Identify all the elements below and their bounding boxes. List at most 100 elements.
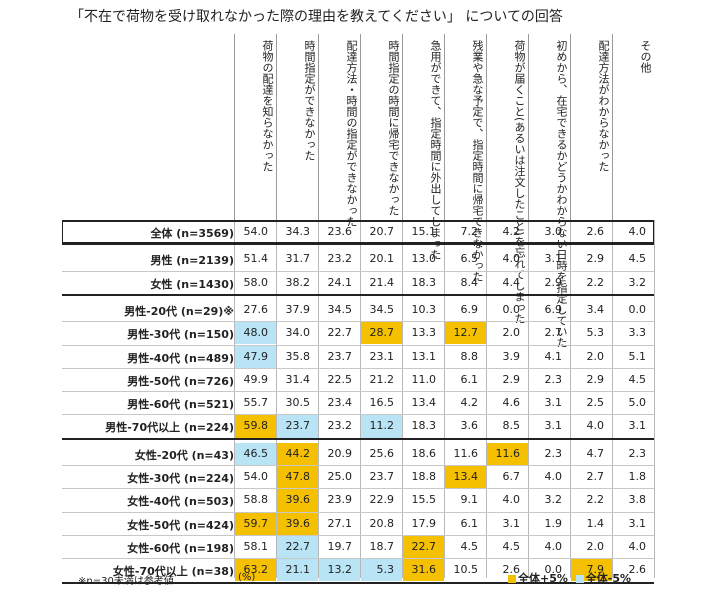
table-cell: 13.0 [411, 252, 437, 266]
table-cell: 23.7 [369, 470, 395, 483]
table-cell: 2.3 [628, 446, 647, 460]
table-cell: 23.7 [327, 349, 353, 363]
row-label: 男性 (n=2139) [150, 254, 234, 268]
table-cell: 3.0 [544, 225, 563, 238]
table-cell: 21.4 [369, 275, 395, 289]
table-cell: 18.3 [411, 419, 437, 433]
grid-vline [360, 220, 361, 578]
table-cell: 27.1 [327, 516, 353, 530]
row-divider [62, 270, 654, 272]
table-cell: 2.0 [586, 539, 605, 553]
table-cell: 38.2 [285, 275, 311, 289]
table-cell: 17.9 [411, 516, 437, 530]
table-cell: 4.0 [544, 470, 563, 483]
row-label: 女性-30代 (n=224) [127, 472, 234, 485]
legend-down-label: 全体-5% [585, 572, 631, 585]
table-cell: 4.5 [628, 372, 647, 386]
row-label: 女性-60代 (n=198) [127, 541, 234, 555]
table-cell: 35.8 [285, 349, 311, 363]
table-cell: 34.3 [285, 225, 311, 238]
table-cell: 20.8 [369, 516, 395, 530]
table-cell: 2.9 [586, 252, 605, 266]
column-header-label: 時間指定の時間に帰宅できなかった [387, 40, 400, 216]
table-cell: 8.8 [460, 349, 479, 363]
table-cell: 6.9 [460, 302, 479, 316]
table-cell: 12.7 [445, 322, 486, 345]
legend-up-label: 全体+5% [518, 572, 568, 585]
table-cell: 34.0 [285, 326, 311, 340]
table-cell: 25.0 [327, 470, 353, 483]
table-cell: 4.0 [586, 419, 605, 433]
row-label: 全体 (n=3569) [150, 227, 234, 240]
unit-label: (%) [238, 572, 256, 583]
table-cell: 51.4 [243, 252, 269, 266]
table-cell: 23.2 [327, 419, 353, 433]
table-cell: 3.2 [628, 275, 647, 289]
table-cell: 15.1 [411, 225, 437, 238]
footnote: ※n=30未満は参考値 [78, 576, 174, 587]
grid-vline [612, 220, 613, 578]
column-header: 配達方法がわからなかった [570, 34, 612, 220]
table-cell: 2.6 [502, 563, 521, 577]
legend-up-swatch [508, 575, 516, 583]
table-cell: 31.6 [403, 559, 444, 582]
table-cell: 47.9 [235, 345, 276, 368]
table-cell: 20.1 [369, 252, 395, 266]
group-divider [62, 293, 654, 296]
group-divider [62, 243, 654, 246]
column-header-label: 急用ができて、指定時間に外出してしまった [429, 40, 442, 260]
column-header: 時間指定ができなかった [276, 34, 318, 220]
table-cell: 23.1 [369, 349, 395, 363]
table-cell: 13.4 [411, 396, 437, 410]
column-header-label: 配達方法がわからなかった [597, 40, 610, 172]
column-header: その他 [612, 34, 654, 220]
table-cell: 59.8 [235, 415, 276, 438]
table-cell: 2.5 [586, 396, 605, 410]
table-cell: 0.0 [544, 563, 563, 577]
table-cell: 15.5 [411, 493, 437, 507]
table-cell: 3.2 [544, 493, 563, 507]
table-cell: 10.5 [453, 563, 479, 577]
column-header-label: 配達方法・時間の指定ができなかった [345, 40, 358, 227]
table-cell: 39.6 [277, 489, 318, 512]
table-cell: 48.0 [235, 322, 276, 345]
table-cell: 22.9 [369, 493, 395, 507]
page-title: 「不在で荷物を受け取れなかった際の理由を教えてください」 についての回答 [70, 9, 563, 25]
table-cell: 22.5 [327, 372, 353, 386]
table-cell: 4.5 [460, 539, 479, 553]
table-cell: 39.6 [277, 512, 318, 535]
table-cell: 2.6 [586, 225, 605, 238]
table-cell: 34.5 [327, 302, 353, 316]
table-cell: 2.3 [544, 446, 563, 460]
table-cell: 11.6 [453, 446, 479, 460]
table-cell: 3.3 [628, 326, 647, 340]
table-cell: 3.9 [502, 349, 521, 363]
table-cell: 4.0 [502, 252, 521, 266]
row-label: 男性-70代以上 (n=224) [105, 421, 234, 435]
results-table: 荷物の配達を知らなかった 時間指定ができなかった 配達方法・時間の指定ができなかった… [62, 34, 655, 584]
column-header-label: 時間指定ができなかった [303, 40, 316, 161]
legend-down-swatch [575, 575, 584, 583]
table-cell: 13.1 [411, 349, 437, 363]
table-cell: 18.6 [411, 446, 437, 460]
table-cell: 4.5 [628, 252, 647, 266]
table-cell: 23.9 [327, 493, 353, 507]
table-cell: 28.7 [361, 322, 402, 345]
row-label: 男性-40代 (n=489) [127, 351, 234, 365]
table-cell: 22.7 [403, 535, 444, 559]
table-cell: 19.7 [327, 539, 353, 553]
row-divider [62, 344, 654, 346]
table-cell: 13.2 [319, 559, 360, 582]
table-cell: 18.8 [411, 470, 437, 483]
column-header-label: 荷物が届くこと(あるいは注文したこと)を忘れてしまった [513, 40, 526, 324]
table-cell: 3.1 [502, 516, 521, 530]
table-cell: 6.5 [460, 252, 479, 266]
grid-vline [654, 220, 655, 578]
table-cell: 0.0 [502, 302, 521, 316]
table-cell: 22.7 [277, 535, 318, 559]
table-cell: 3.1 [628, 516, 647, 530]
table-cell: 9.1 [460, 493, 479, 507]
table-cell: 44.2 [277, 442, 318, 465]
table-cell: 11.6 [487, 442, 528, 465]
table-cell: 2.0 [586, 349, 605, 363]
